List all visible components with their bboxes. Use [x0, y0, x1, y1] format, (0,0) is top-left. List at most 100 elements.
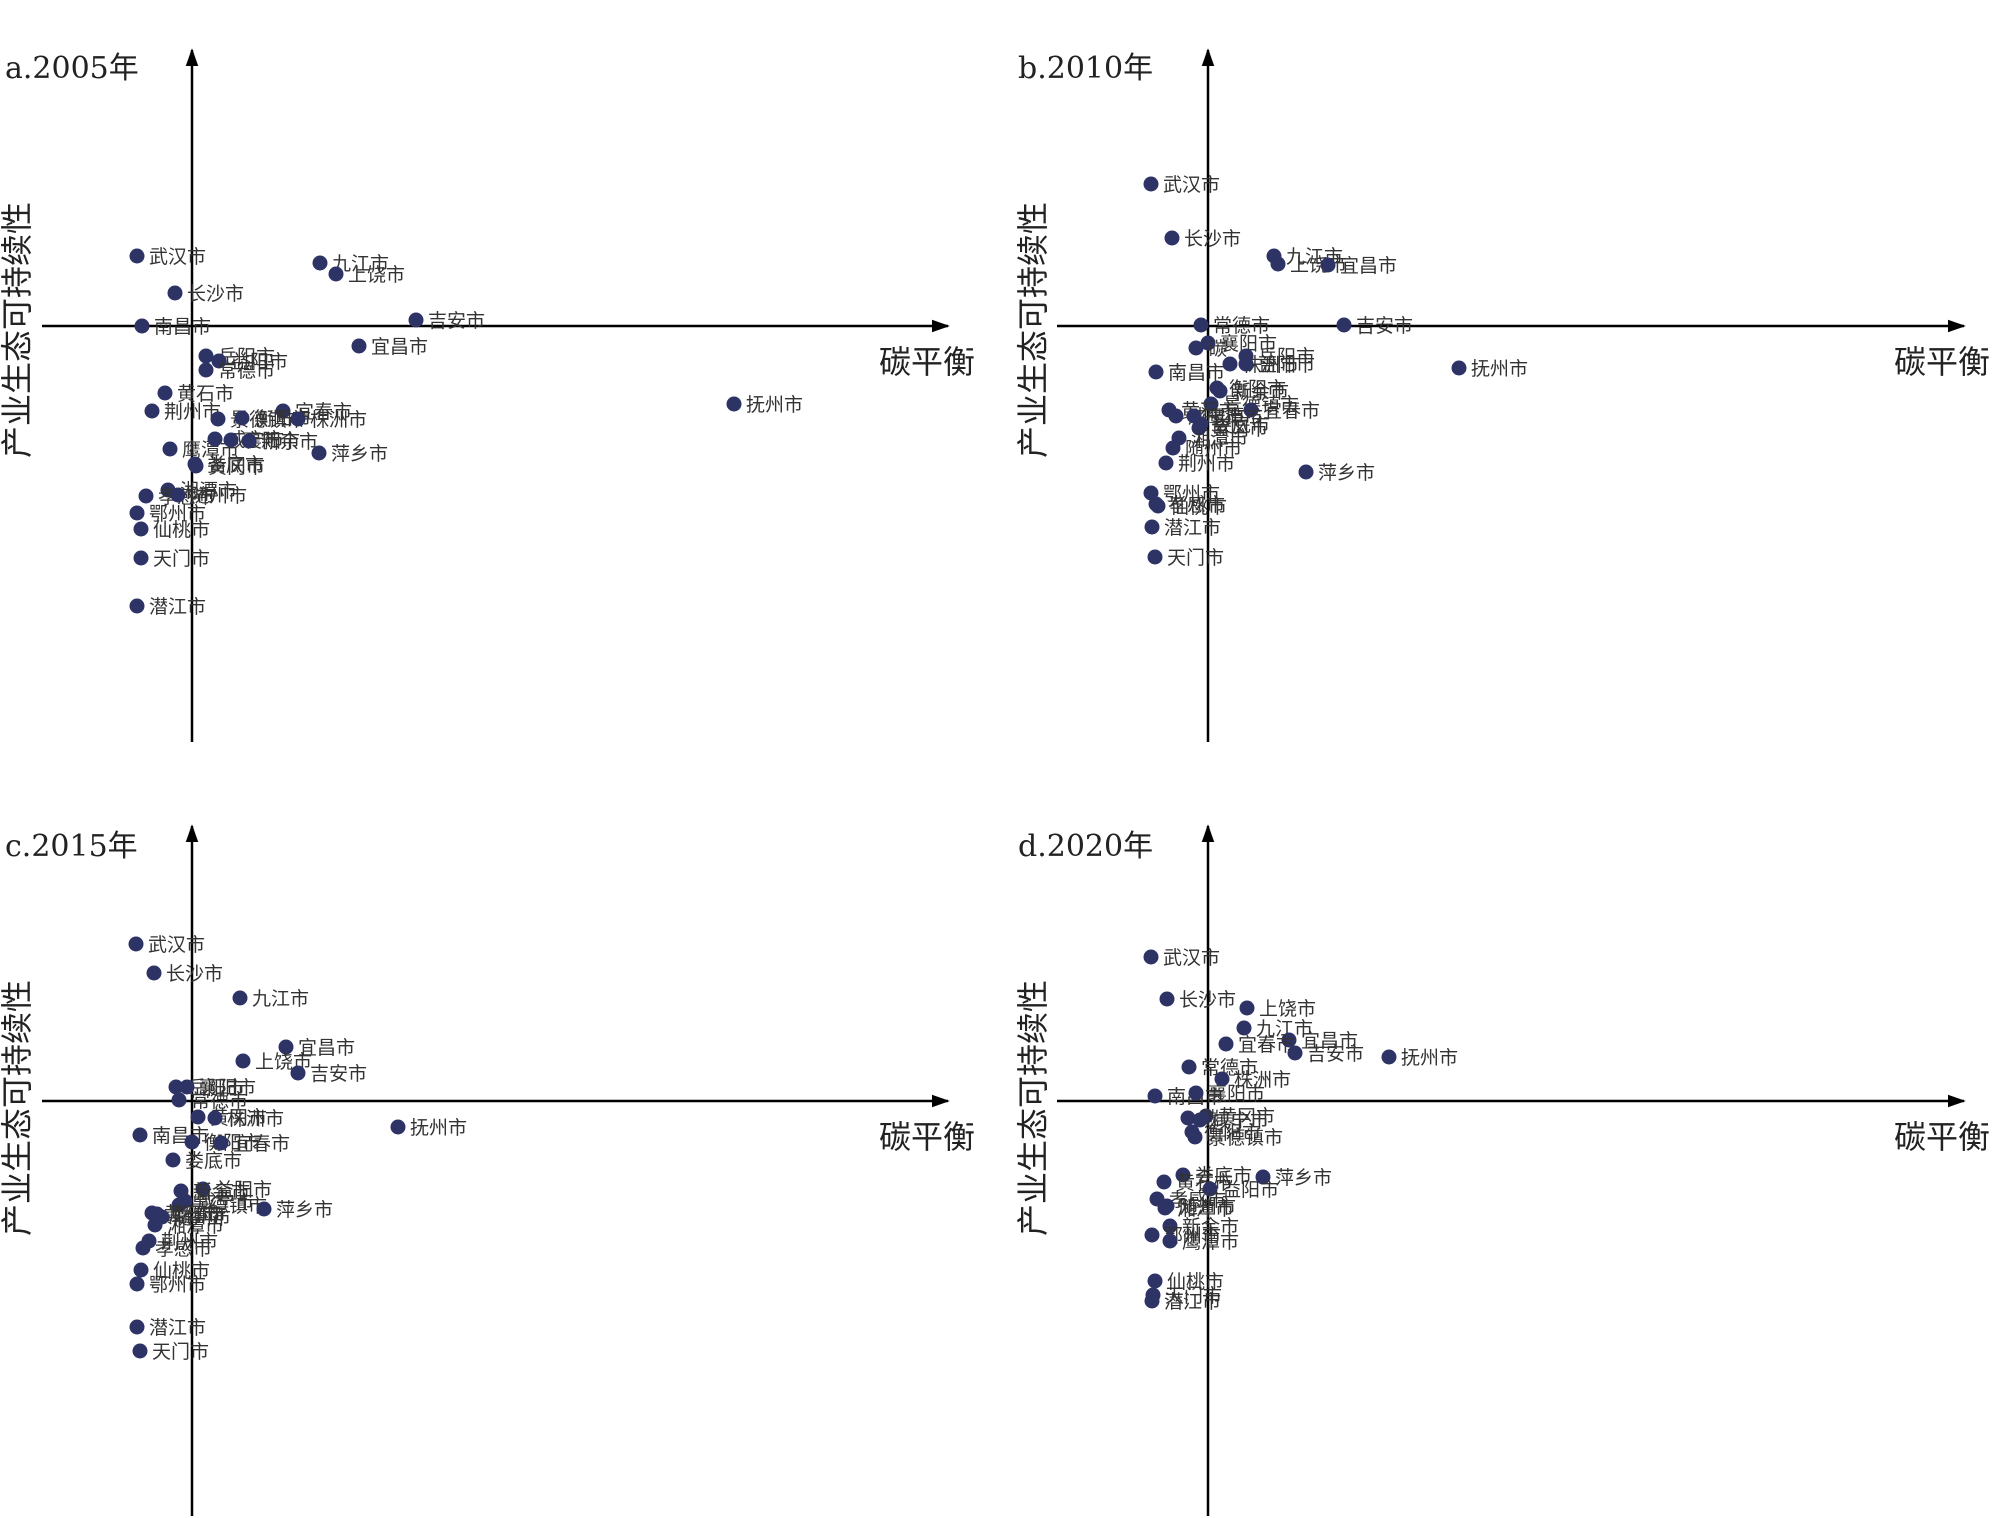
- data-point: [311, 445, 327, 461]
- data-label: 仙桃市: [153, 1260, 210, 1282]
- data-point: [328, 266, 344, 282]
- data-point: [1148, 364, 1164, 380]
- data-point: [129, 598, 145, 614]
- data-label: 襄阳市: [199, 1077, 256, 1099]
- data-point: [1144, 1227, 1160, 1243]
- panel-title: d.2020年: [1018, 829, 1153, 864]
- data-label: 长沙市: [166, 963, 223, 985]
- data-label: 宜春市: [1263, 400, 1320, 422]
- data-label: 宜昌市: [1301, 1030, 1358, 1052]
- data-point: [1212, 383, 1228, 399]
- data-label: 天门市: [152, 1341, 209, 1363]
- data-label: 景德镇市: [230, 409, 306, 431]
- x-axis-label: 碳平衡: [879, 1118, 975, 1156]
- data-point: [210, 411, 226, 427]
- x-axis-label: 碳平衡: [1894, 1118, 1990, 1156]
- data-label: 鹰潭市: [1182, 1231, 1239, 1253]
- y-axis-label: 产业生态可持续性: [1014, 202, 1052, 458]
- data-point: [133, 550, 149, 566]
- data-point: [241, 433, 257, 449]
- data-label: 九江市: [1256, 1018, 1313, 1040]
- data-label: 荆州市: [161, 1231, 218, 1253]
- data-point: [1336, 317, 1352, 333]
- data-label: 随州市: [190, 485, 247, 507]
- data-label: 孝感市: [155, 1238, 212, 1260]
- data-point: [207, 1110, 223, 1126]
- data-point: [135, 1240, 151, 1256]
- data-label: 常德市: [1201, 1057, 1258, 1079]
- data-label: 衡阳市: [1204, 1122, 1261, 1144]
- data-label: 萍乡市: [276, 1199, 333, 1221]
- data-point: [235, 1053, 251, 1069]
- data-point: [179, 1079, 195, 1095]
- data-point: [207, 431, 223, 447]
- data-point: [1168, 408, 1184, 424]
- data-point: [1158, 455, 1174, 471]
- data-label: 南昌市: [154, 316, 211, 338]
- data-point: [1162, 1218, 1178, 1234]
- data-label: 株洲市: [310, 409, 367, 431]
- data-point: [275, 403, 291, 419]
- data-label: 湘潭市: [1191, 428, 1248, 450]
- data-label: 抚州市: [410, 1117, 467, 1139]
- data-label: 抚州市: [1471, 358, 1528, 380]
- data-label: 鄂州市: [1163, 483, 1220, 505]
- data-point: [1180, 1110, 1196, 1126]
- data-point: [256, 1201, 272, 1217]
- data-point: [165, 1152, 181, 1168]
- data-point: [133, 521, 149, 537]
- data-point: [1191, 420, 1207, 436]
- data-label: 随州市: [174, 1207, 231, 1229]
- data-point: [1193, 317, 1209, 333]
- data-point: [129, 1319, 145, 1335]
- data-label: 南昌市: [1168, 362, 1225, 384]
- data-label: 吉安市: [310, 1063, 367, 1085]
- data-label: 鄂州市: [149, 503, 206, 525]
- data-label: 吉安市: [1307, 1043, 1364, 1065]
- data-point: [198, 348, 214, 364]
- panel-title: c.2015年: [5, 829, 138, 864]
- data-label: 宜春市: [295, 401, 352, 423]
- data-point: [134, 318, 150, 334]
- data-label: 荆州市: [1178, 453, 1235, 475]
- data-label: 株洲市: [227, 1108, 284, 1130]
- data-label: 咸宁市: [197, 1191, 254, 1213]
- data-label: 吉安市: [428, 310, 485, 332]
- data-point: [171, 1092, 187, 1108]
- data-label: 咸宁市: [1212, 1110, 1269, 1132]
- data-point: [132, 1343, 148, 1359]
- data-label: 潜江市: [149, 1317, 206, 1339]
- data-point: [1218, 1036, 1234, 1052]
- data-label: 黄冈市: [1211, 418, 1268, 440]
- data-point: [234, 410, 250, 426]
- data-point: [170, 487, 186, 503]
- data-label: 黄冈市: [210, 1107, 267, 1129]
- data-point: [1236, 1020, 1252, 1036]
- data-label: 新余市: [1182, 1216, 1239, 1238]
- data-point: [133, 1262, 149, 1278]
- data-point: [1381, 1049, 1397, 1065]
- data-point: [167, 285, 183, 301]
- data-point: [1188, 1085, 1204, 1101]
- data-point: [1238, 356, 1254, 372]
- data-point: [1188, 340, 1204, 356]
- data-label: 黄冈市: [1218, 1106, 1275, 1128]
- data-point: [195, 1181, 211, 1197]
- data-point: [1156, 1174, 1172, 1190]
- data-label: 宜春市: [233, 1133, 290, 1155]
- data-label: 萍乡市: [331, 443, 388, 465]
- data-label: 南昌市: [152, 1125, 209, 1147]
- data-label: 长沙市: [1179, 989, 1236, 1011]
- x-axis-label: 碳平衡: [879, 343, 975, 381]
- data-label: 新余市: [261, 431, 318, 453]
- data-label: 鄂州市: [149, 1274, 206, 1296]
- data-point: [1203, 396, 1219, 412]
- data-label: 益阳市: [231, 351, 288, 373]
- data-label: 天门市: [1167, 547, 1224, 569]
- data-label: 益阳市: [1258, 354, 1315, 376]
- data-label: 仙桃市: [153, 519, 210, 541]
- data-label: 九江市: [252, 988, 309, 1010]
